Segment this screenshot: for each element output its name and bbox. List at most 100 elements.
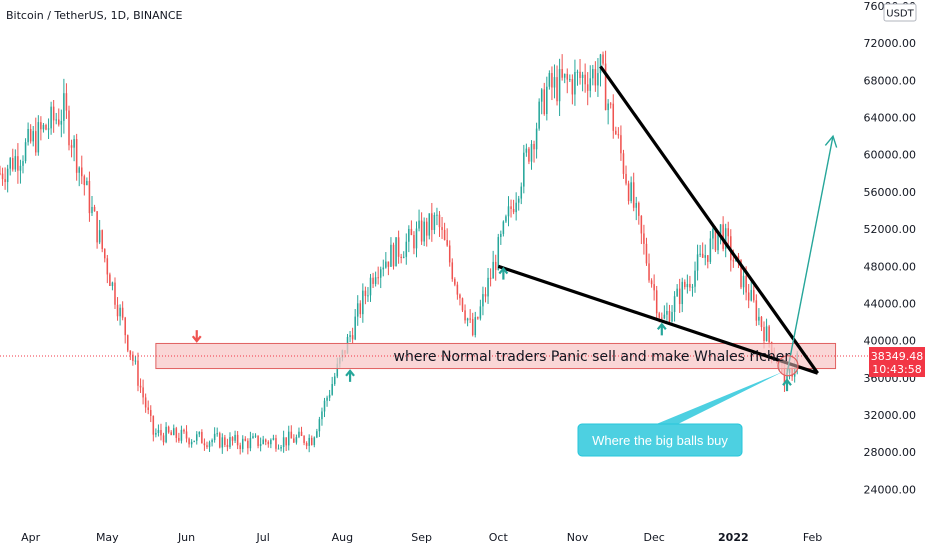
x-tick-label: 2022 <box>718 531 749 544</box>
candle-body <box>500 233 502 238</box>
candle-body <box>569 79 571 81</box>
y-axis: 76000.0072000.0068000.0064000.0060000.00… <box>864 0 917 496</box>
candle-body <box>24 142 27 162</box>
candle-body <box>566 73 569 80</box>
candle-body <box>42 125 45 130</box>
candle-body <box>106 258 109 275</box>
candle-body <box>709 238 712 262</box>
candle-body <box>533 143 535 150</box>
candle-body <box>632 182 635 208</box>
x-tick-label: Nov <box>567 531 589 544</box>
candle-body <box>244 438 247 441</box>
candle-body <box>190 441 193 445</box>
candle-body <box>267 441 270 445</box>
candle-body <box>213 433 216 441</box>
candle-body <box>295 437 298 443</box>
y-tick-label: 56000.00 <box>864 186 917 199</box>
candle-body <box>548 73 551 87</box>
candle-body <box>362 290 364 315</box>
signal-arrows-layer <box>191 266 792 392</box>
candle-body <box>402 256 405 258</box>
projection-arrow-line[interactable] <box>786 136 834 374</box>
lower-trendline[interactable] <box>497 264 819 375</box>
candle-body <box>489 277 492 279</box>
candle-body <box>356 303 359 317</box>
candle-body <box>474 317 477 336</box>
candle-body <box>617 134 620 136</box>
candle-body <box>203 443 206 446</box>
candle-body <box>740 259 742 288</box>
candle-body <box>397 237 400 257</box>
candle-body <box>14 156 17 170</box>
candle-body <box>12 158 14 170</box>
x-tick-label: Jul <box>256 531 270 544</box>
y-tick-label: 52000.00 <box>864 223 917 236</box>
candle-body <box>81 167 83 177</box>
candle-body <box>663 314 666 319</box>
y-tick-label: 72000.00 <box>864 37 917 50</box>
candle-body <box>701 253 704 258</box>
candle-body <box>719 224 722 234</box>
candle-body <box>413 235 415 249</box>
candle-body <box>661 317 663 319</box>
candle-body <box>673 296 676 312</box>
candle-body <box>114 282 116 305</box>
candle-body <box>83 176 86 186</box>
candle-body <box>451 262 454 280</box>
candle-body <box>379 269 382 278</box>
candle-body <box>459 294 461 299</box>
candle-body <box>408 228 410 242</box>
candle-body <box>63 93 65 121</box>
candle-body <box>300 431 303 436</box>
candle-body <box>523 152 525 187</box>
projection-arrowhead-icon <box>824 134 838 148</box>
candle-body <box>438 214 441 228</box>
candle-body <box>753 290 755 301</box>
candle-body <box>316 431 318 438</box>
candle-body <box>678 288 681 305</box>
current-price-tag <box>869 347 925 378</box>
candle-body <box>385 261 387 268</box>
candle-body <box>671 311 673 322</box>
candle-body <box>6 168 9 183</box>
candle-body <box>293 438 295 443</box>
candle-body <box>768 326 770 343</box>
candle-body <box>724 228 727 249</box>
callout-label: Where the big balls buy <box>592 433 728 448</box>
candle-body <box>638 202 640 216</box>
candle-body <box>400 256 402 258</box>
candle-body <box>331 384 333 395</box>
callout-box[interactable] <box>577 423 743 457</box>
candle-body <box>492 261 494 279</box>
candle-body <box>287 431 290 446</box>
candle-body <box>443 229 446 241</box>
candle-body <box>37 122 40 153</box>
candle-body <box>50 106 52 129</box>
currency-badge[interactable] <box>883 3 917 22</box>
candle-body <box>571 79 574 95</box>
candle-body <box>418 220 420 229</box>
candle-body <box>160 429 162 436</box>
candle-body <box>612 103 615 131</box>
candle-body <box>98 230 101 243</box>
candle-body <box>32 131 34 142</box>
candle-body <box>390 244 392 267</box>
candle-body <box>515 202 517 213</box>
candle-body <box>364 290 367 296</box>
candle-body <box>392 244 395 267</box>
candle-body <box>699 253 701 255</box>
candle-body <box>275 438 277 449</box>
candle-body <box>609 103 612 105</box>
chart-title: Bitcoin / TetherUS, 1D, BINANCE <box>6 9 183 22</box>
candle-body <box>326 397 328 401</box>
candle-body <box>308 437 310 446</box>
upper-trendline[interactable] <box>599 65 819 375</box>
candle-body <box>198 431 201 435</box>
candle-body <box>765 326 768 341</box>
candle-body <box>40 122 42 130</box>
candle-body <box>597 73 599 86</box>
candle-body <box>607 103 609 111</box>
candle-body <box>9 158 11 169</box>
candle-body <box>188 438 190 445</box>
candle-body <box>758 316 760 321</box>
